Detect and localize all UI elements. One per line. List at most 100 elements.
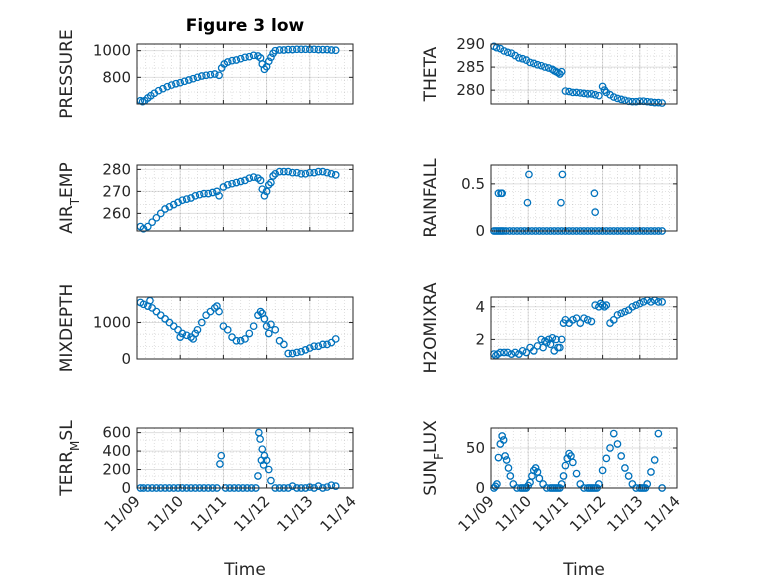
data-point — [178, 329, 187, 338]
data-point — [264, 180, 273, 189]
data-point — [565, 87, 573, 96]
data-point — [323, 340, 331, 349]
data-point — [591, 208, 600, 216]
data-point — [503, 48, 512, 57]
data-point — [169, 200, 178, 209]
data-point — [568, 458, 577, 467]
data-point — [331, 482, 340, 491]
y-tick-label: 0 — [475, 222, 485, 240]
data-point — [267, 476, 275, 485]
data-point — [249, 51, 258, 60]
data-point — [288, 45, 297, 54]
data-point — [504, 464, 513, 472]
data-point — [531, 464, 540, 472]
data-point — [654, 429, 663, 438]
data-point — [515, 53, 523, 62]
data-point — [195, 190, 204, 199]
data-point — [271, 46, 280, 55]
data-point — [609, 315, 618, 324]
data-point — [228, 179, 236, 188]
y-tick-label: 0 — [475, 479, 485, 497]
data-point — [557, 67, 566, 76]
data-point — [621, 307, 629, 316]
data-point — [275, 46, 284, 54]
data-point — [647, 298, 655, 306]
data-point — [178, 196, 187, 205]
data-point — [602, 454, 611, 463]
data-point — [654, 298, 663, 306]
data-point — [301, 346, 310, 354]
data-point — [215, 307, 223, 316]
data-point — [591, 90, 600, 99]
data-point — [499, 436, 508, 444]
data-point — [541, 337, 549, 345]
data-point — [609, 429, 618, 438]
data-point — [267, 178, 275, 187]
data-point — [232, 56, 241, 64]
data-point — [617, 452, 626, 460]
data-point — [228, 56, 236, 65]
data-point — [555, 343, 564, 352]
data-point — [215, 191, 223, 200]
axes-box — [136, 427, 354, 489]
data-point — [217, 451, 226, 460]
data-point — [154, 86, 163, 95]
data-point — [245, 329, 254, 338]
y-axis-label: SUNFLUX — [421, 420, 446, 496]
data-point — [544, 335, 553, 344]
data-point — [236, 177, 245, 186]
y-label-part: AIR — [57, 205, 77, 234]
data-point — [202, 71, 210, 80]
y-tick-label: 260 — [102, 204, 131, 222]
data-point — [639, 298, 648, 306]
data-point — [271, 169, 280, 178]
data-point — [189, 74, 198, 83]
data-point — [587, 89, 596, 98]
data-point — [264, 465, 273, 474]
data-point — [500, 47, 508, 55]
data-point — [522, 348, 531, 357]
data-point — [197, 72, 206, 80]
data-point — [506, 472, 515, 480]
data-point — [580, 314, 588, 323]
data-point — [267, 320, 275, 329]
data-point — [297, 45, 306, 54]
data-point — [310, 342, 318, 351]
data-point — [297, 347, 306, 356]
data-point — [267, 53, 275, 62]
data-point — [327, 169, 336, 178]
data-point — [323, 483, 331, 491]
data-point — [184, 76, 193, 84]
data-point — [647, 468, 655, 476]
data-point — [310, 168, 318, 177]
axes-box — [490, 427, 678, 489]
data-point — [223, 58, 232, 66]
data-point — [297, 169, 306, 178]
data-point — [180, 77, 189, 86]
data-point — [271, 325, 280, 334]
axes-box — [490, 164, 678, 232]
y-tick-label: 1000 — [93, 42, 131, 60]
y-tick-label: 50 — [466, 439, 485, 457]
data-point — [548, 333, 557, 342]
data-point — [310, 45, 318, 54]
data-point — [241, 176, 249, 185]
data-point — [206, 70, 215, 79]
data-point — [628, 302, 637, 311]
data-point — [288, 482, 297, 491]
y-tick-label: 280 — [102, 160, 131, 178]
data-point — [590, 189, 599, 198]
data-point — [172, 79, 180, 88]
y-axis-label: TERRMSL — [57, 420, 82, 497]
data-point — [537, 61, 546, 70]
data-point — [191, 191, 200, 200]
data-point — [284, 167, 293, 176]
y-tick-label: 285 — [456, 58, 485, 76]
data-point — [525, 170, 533, 179]
data-point — [193, 73, 202, 82]
y-axis-label: MIXDEPTH — [57, 284, 77, 373]
y-tick-label: 0 — [121, 479, 131, 497]
data-point — [568, 88, 577, 97]
data-point — [613, 94, 622, 103]
